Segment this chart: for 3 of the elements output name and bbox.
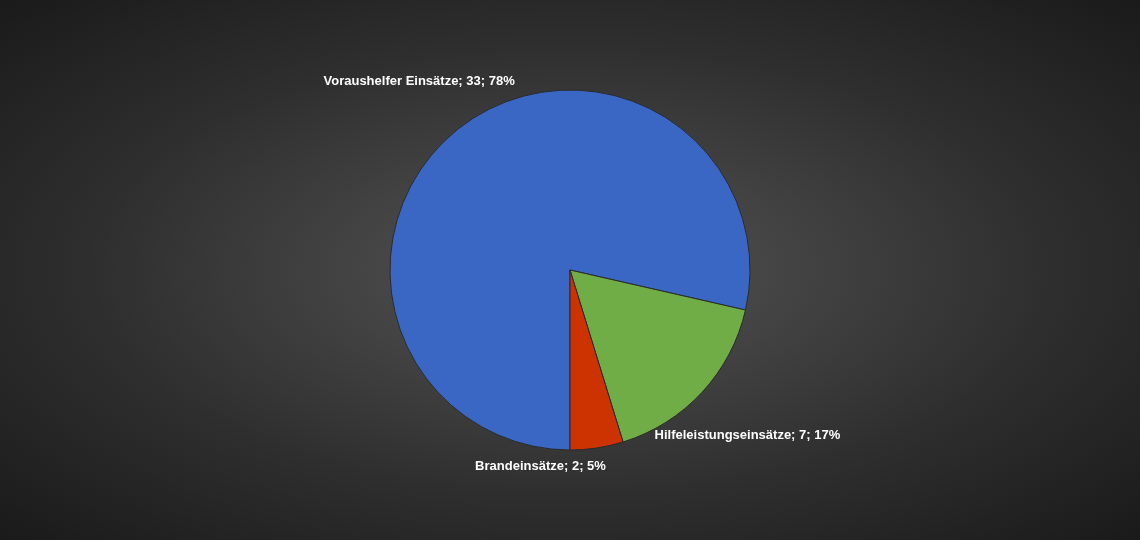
slice-label: Voraushelfer Einsätze; 33; 78% [323,72,516,88]
slice-label: Brandeinsätze; 2; 5% [475,457,607,473]
slice-label: Hilfeleistungseinsätze; 7; 17% [654,426,841,442]
